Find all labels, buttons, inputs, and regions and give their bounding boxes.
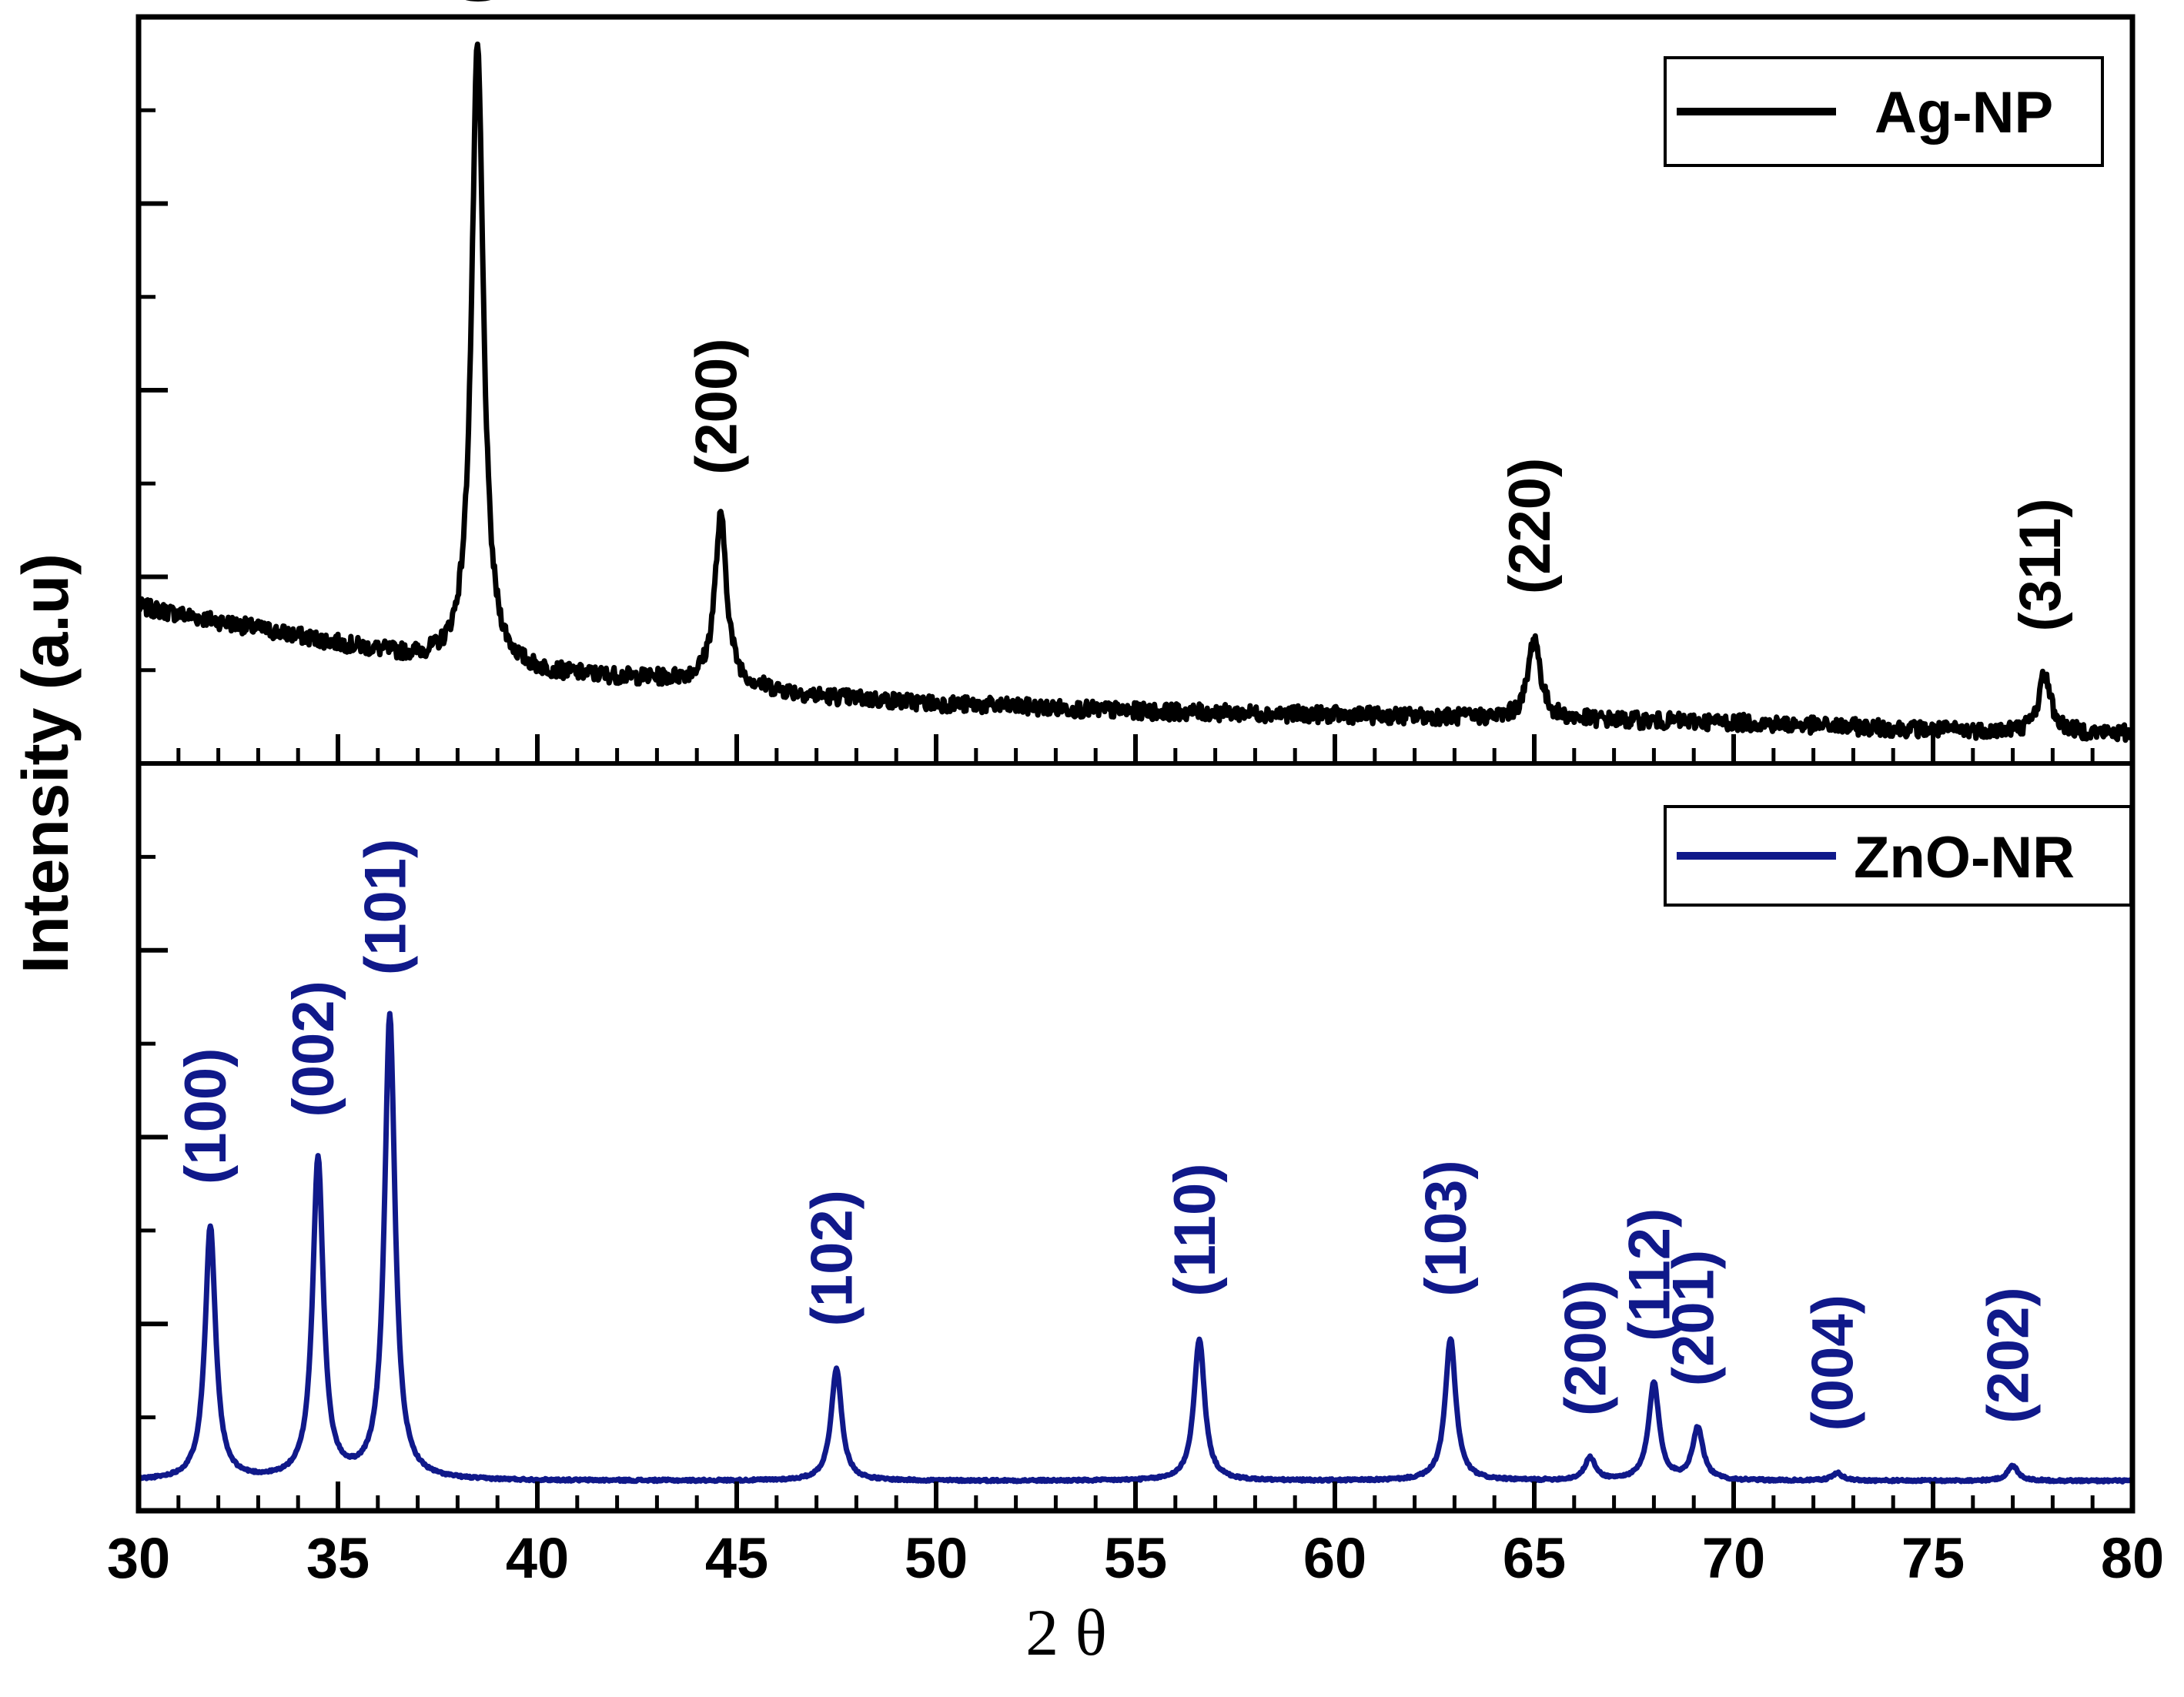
- x-axis-title: 2 θ: [1025, 1595, 1107, 1669]
- series-line-ag-np: [135, 42, 2136, 743]
- peak-label: (110): [1162, 1163, 1228, 1296]
- peak-label: (103): [1413, 1160, 1479, 1296]
- peak-label: (201): [1661, 1250, 1726, 1386]
- legend-label-zno-nr: ZnO-NR: [1854, 825, 2075, 890]
- x-tick-label: 35: [306, 1526, 370, 1590]
- peak-label: (112): [1617, 1208, 1682, 1341]
- y-axis-title: Intensity (a.u): [9, 553, 82, 974]
- peak-label: (200): [1554, 1280, 1619, 1416]
- peak-label: (202): [1976, 1287, 2042, 1423]
- peak-label: (004): [1801, 1294, 1866, 1431]
- peak-label: (002): [281, 980, 346, 1117]
- peak-label: (220): [1497, 458, 1563, 594]
- legend-zno-nr: ZnO-NR: [1664, 805, 2132, 907]
- x-tick-label: 70: [1702, 1526, 1765, 1590]
- x-tick-label: 30: [107, 1526, 170, 1590]
- x-tick-label: 80: [2101, 1526, 2164, 1590]
- x-tick-label: 65: [1503, 1526, 1566, 1590]
- x-tick-label: 55: [1104, 1526, 1167, 1590]
- x-tick-label: 50: [905, 1526, 968, 1590]
- peak-label: (102): [800, 1190, 865, 1326]
- series-line-zno-nr: [136, 1011, 2135, 1485]
- x-tick-label: 60: [1303, 1526, 1366, 1590]
- x-tick-label: 45: [705, 1526, 768, 1590]
- peak-label: (311): [2008, 498, 2073, 631]
- legend-label-ag-np: Ag-NP: [1875, 80, 2053, 145]
- legend-ag-np: Ag-NP: [1664, 56, 2104, 167]
- x-tick-label: 40: [506, 1526, 569, 1590]
- peak-label: (200): [684, 338, 749, 474]
- peak-label: (111): [440, 0, 506, 5]
- peak-label: (101): [353, 839, 418, 975]
- peak-label: (100): [173, 1048, 239, 1184]
- x-tick-label: 75: [1901, 1526, 1965, 1590]
